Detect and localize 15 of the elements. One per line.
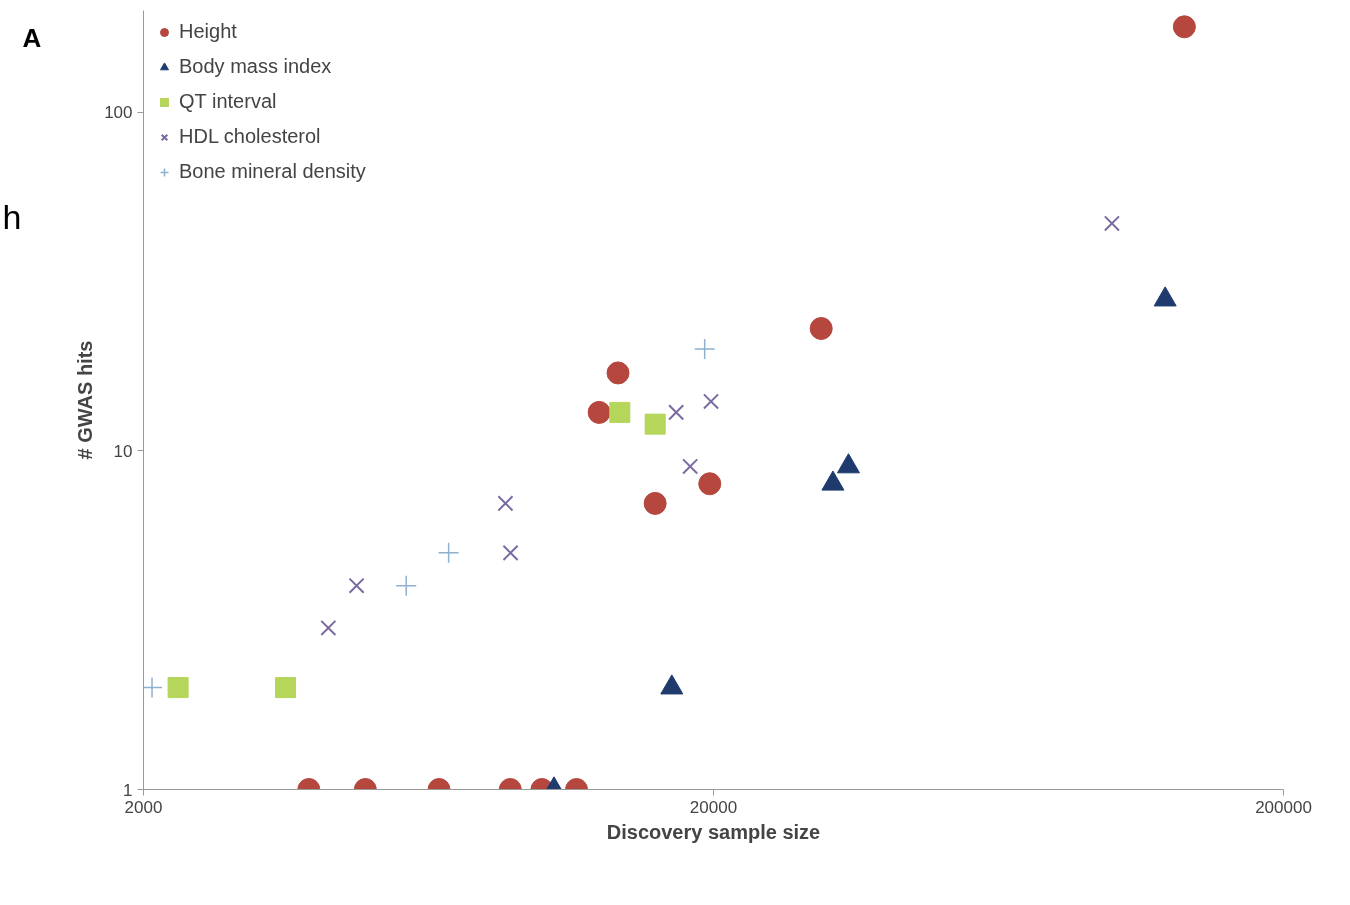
- y-tick-label: 10: [113, 441, 133, 461]
- x-tick-label: 200000: [1255, 797, 1312, 817]
- legend-label: Height: [179, 20, 237, 43]
- x-tick-label: 2000: [124, 797, 163, 817]
- legend-label: HDL cholesterol: [179, 125, 321, 148]
- text: h: [2, 198, 22, 237]
- y-tick-label: 100: [104, 103, 133, 123]
- y-tick-label: 1: [123, 780, 133, 800]
- x-tick-label: 20000: [689, 797, 738, 817]
- x-axis-title: Discovery sample size: [606, 820, 821, 843]
- text: A: [22, 23, 42, 54]
- legend-label: Bone mineral density: [179, 160, 366, 183]
- legend-label: QT interval: [179, 90, 277, 113]
- y-axis-title: # GWAS hits: [74, 340, 97, 460]
- legend-label: Body mass index: [179, 55, 332, 78]
